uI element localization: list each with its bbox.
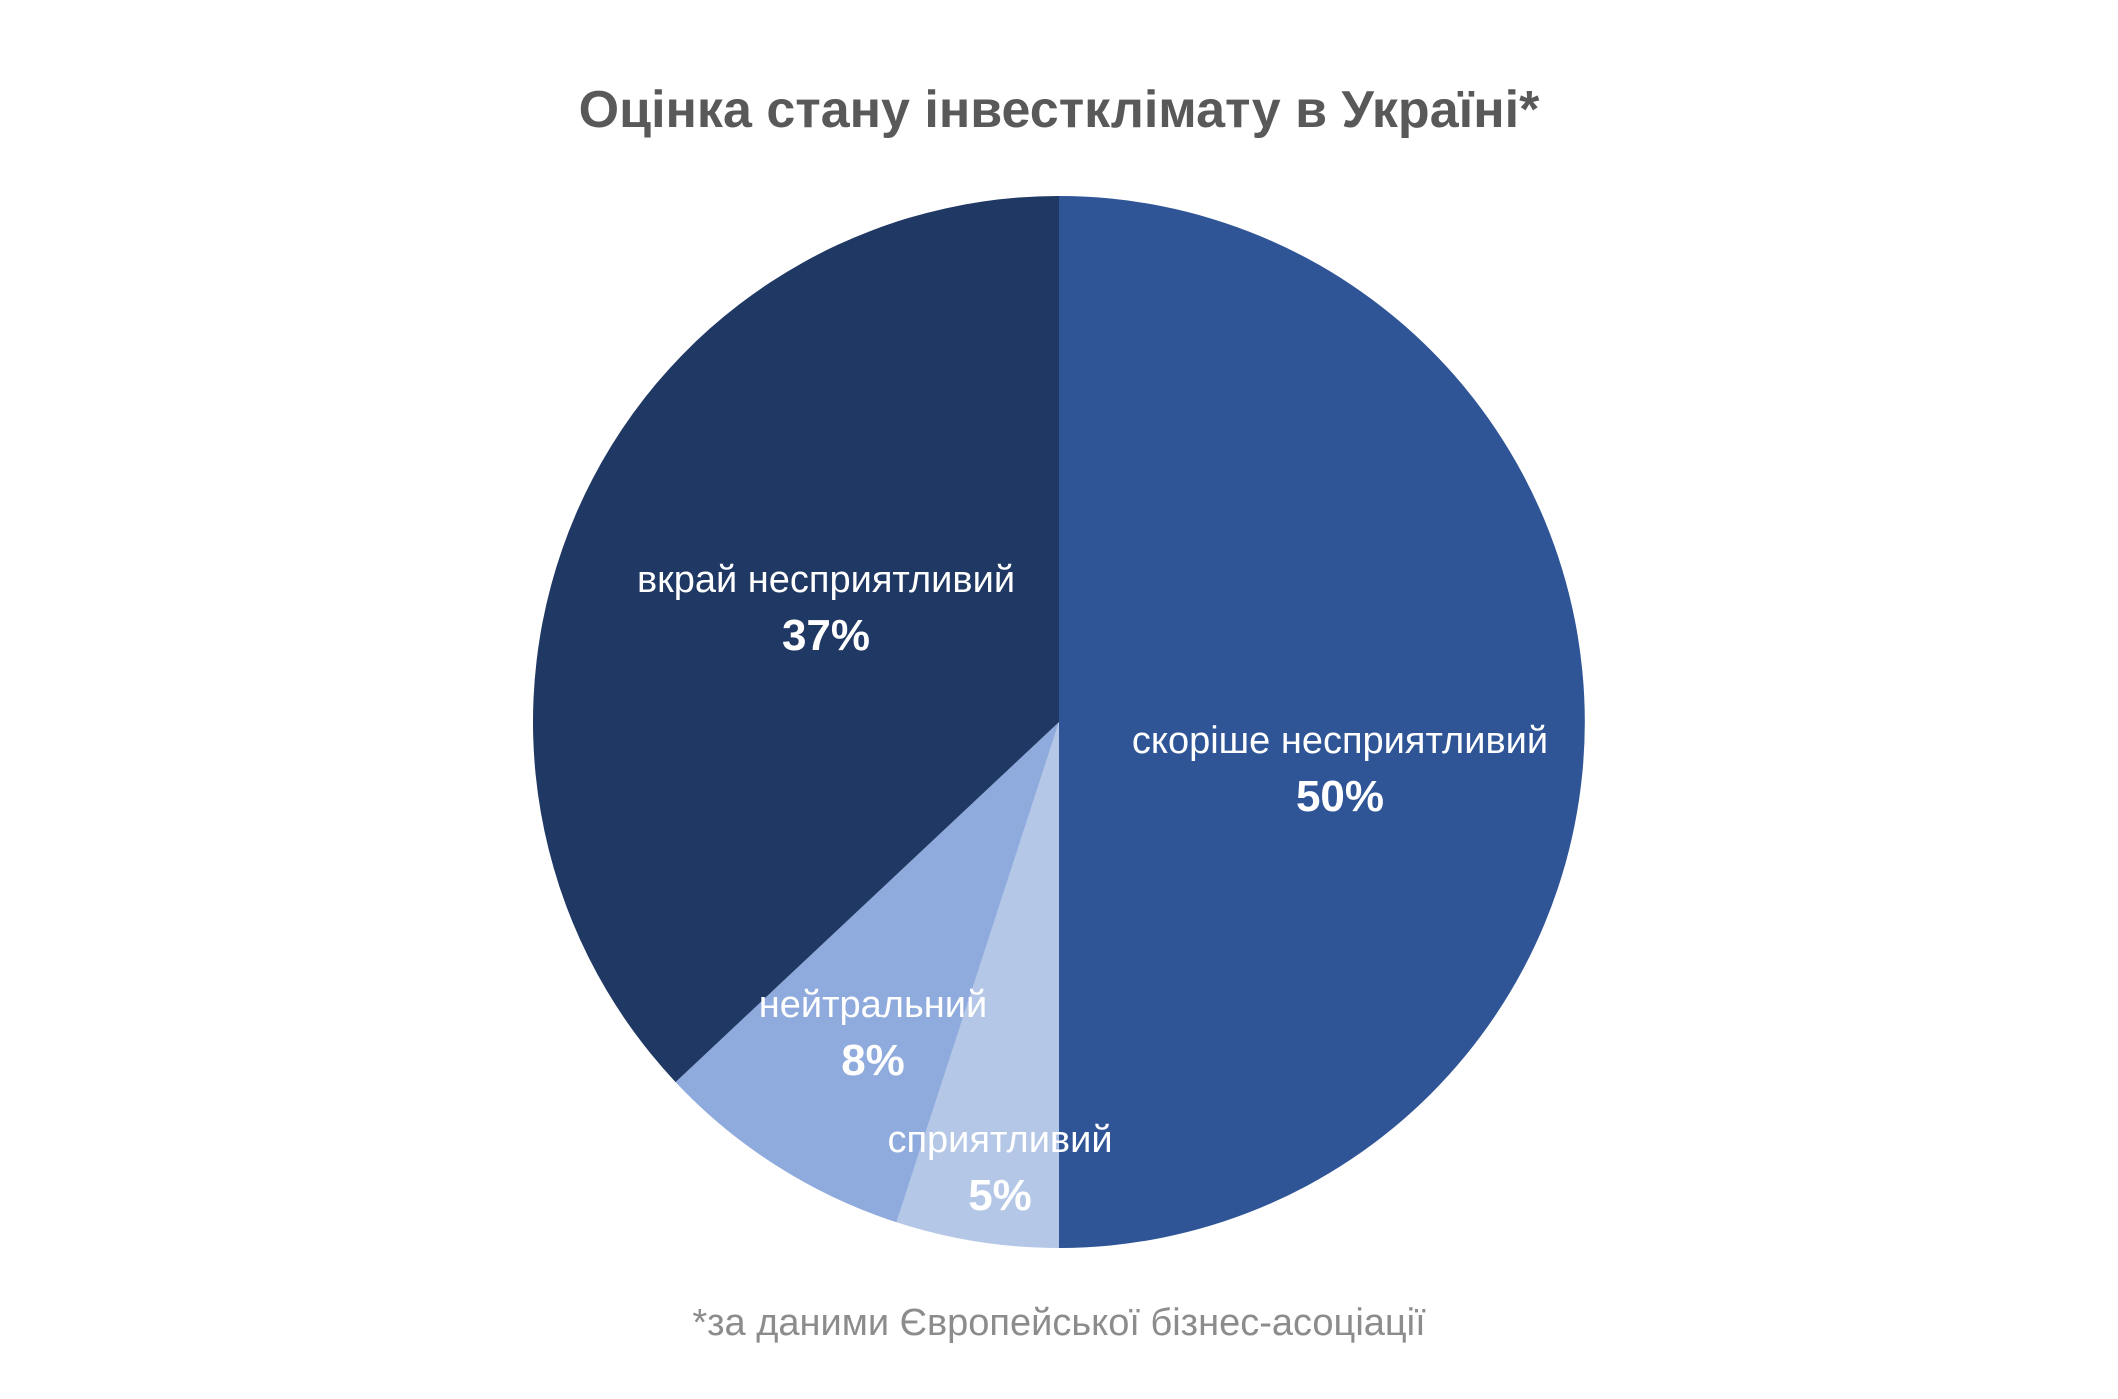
pie-slice (533, 196, 1059, 1083)
pie-slice (896, 722, 1059, 1248)
chart-title: Оцінка стану інвестклімату в Україні* (578, 81, 1540, 139)
pie-slice (1059, 196, 1585, 1248)
pie-slices (533, 196, 1585, 1248)
slice-name-label: скоріше несприятливий (1132, 720, 1548, 762)
slice-name-label: сприятливий (887, 1119, 1112, 1161)
slice-value-label: 8% (841, 1036, 905, 1085)
slice-name-label: вкрай несприятливий (637, 559, 1015, 601)
slice-value-label: 50% (1296, 772, 1384, 821)
slice-value-label: 37% (782, 611, 870, 660)
slice-name-label: нейтральний (759, 984, 987, 1026)
chart-footnote: *за даними Європейської бізнес-асоціації (692, 1302, 1426, 1344)
pie-slice (675, 722, 1059, 1223)
slice-value-label: 5% (968, 1171, 1032, 1220)
pie-labels: скоріше несприятливий 50% сприятливий 5% ней… (637, 559, 1548, 1220)
